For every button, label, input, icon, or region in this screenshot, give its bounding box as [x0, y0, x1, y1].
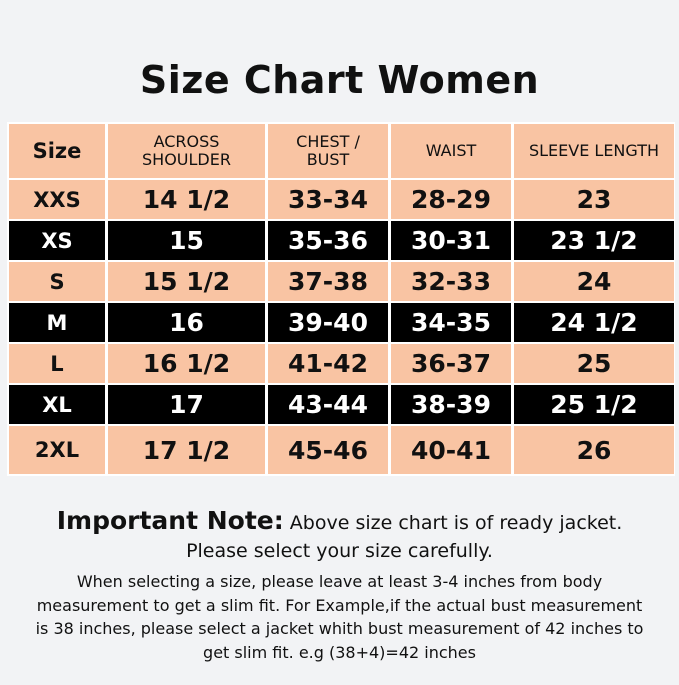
page-title: Size Chart Women [139, 58, 540, 102]
size-label: M [9, 303, 105, 342]
size-label: XS [9, 221, 105, 260]
note-line1: Above size chart is of ready jacket. [289, 512, 623, 534]
table-cell: 15 [108, 221, 265, 260]
table-cell: 26 [514, 426, 674, 474]
table-cell: 25 [514, 344, 674, 383]
table-cell: 17 [108, 385, 265, 424]
note-label: Important Note: [56, 506, 284, 535]
table-cell: 14 1/2 [108, 180, 265, 219]
table-cell: 23 1/2 [514, 221, 674, 260]
size-label: 2XL [9, 426, 105, 474]
table-cell: 28-29 [391, 180, 511, 219]
table-cell: 34-35 [391, 303, 511, 342]
table-cell: 30-31 [391, 221, 511, 260]
table-cell: 24 1/2 [514, 303, 674, 342]
table-cell: 24 [514, 262, 674, 301]
table-cell: 32-33 [391, 262, 511, 301]
size-label: L [9, 344, 105, 383]
table-cell: 43-44 [268, 385, 388, 424]
table-cell: 40-41 [391, 426, 511, 474]
table-cell: 25 1/2 [514, 385, 674, 424]
size-chart-table: Size ACROSS SHOULDER CHEST / BUST WAIST SLEE… [7, 122, 675, 476]
size-label: S [9, 262, 105, 301]
table-cell: 16 [108, 303, 265, 342]
table-cell: 37-38 [268, 262, 388, 301]
table-cell: 45-46 [268, 426, 388, 474]
column-header: Size [9, 124, 105, 178]
table-cell: 41-42 [268, 344, 388, 383]
column-header: ACROSS SHOULDER [108, 124, 265, 178]
table-cell: 38-39 [391, 385, 511, 424]
table-cell: 39-40 [268, 303, 388, 342]
important-note: Important Note: Above size chart is of r… [0, 506, 679, 535]
size-label: XXS [9, 180, 105, 219]
table-cell: 23 [514, 180, 674, 219]
table-cell: 15 1/2 [108, 262, 265, 301]
table-cell: 36-37 [391, 344, 511, 383]
table-cell: 33-34 [268, 180, 388, 219]
note-line2: Please select your size carefully. [186, 540, 493, 562]
size-label: XL [9, 385, 105, 424]
column-header: SLEEVE LENGTH [514, 124, 674, 178]
column-header: WAIST [391, 124, 511, 178]
column-header: CHEST / BUST [268, 124, 388, 178]
table-cell: 35-36 [268, 221, 388, 260]
note-details: When selecting a size, please leave at l… [35, 572, 644, 662]
table-cell: 17 1/2 [108, 426, 265, 474]
table-cell: 16 1/2 [108, 344, 265, 383]
